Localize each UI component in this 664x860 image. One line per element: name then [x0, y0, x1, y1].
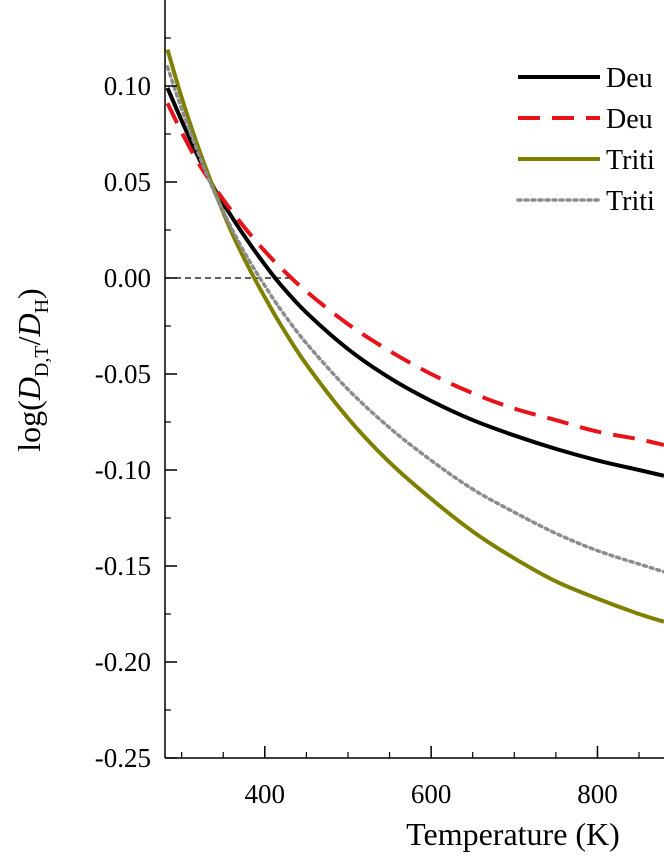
ticks-layer: 0.10 0.05 0.00 -0.05 -0.10 -0.15 -0.20 -0.25 400… — [95, 37, 640, 809]
plot-layer — [165, 48, 664, 624]
y-tick-label: 0.10 — [104, 71, 151, 101]
y-tick-label: -0.15 — [95, 551, 151, 581]
legend-label-3: Triti — [606, 145, 655, 176]
y-label-num-sub: D,T — [31, 345, 53, 377]
y-label-den-main: D — [11, 313, 47, 337]
x-tick-label: 400 — [245, 779, 286, 809]
x-axis-label: Temperature (K) — [406, 816, 620, 852]
x-tick-label: 600 — [411, 779, 452, 809]
x-tick-label: 800 — [577, 779, 618, 809]
series-line-1 — [165, 87, 664, 478]
y-label-suffix: ) — [11, 288, 47, 299]
legend-label-2: Deu — [606, 104, 653, 135]
axes-layer — [164, 0, 664, 759]
series-group — [165, 48, 664, 624]
legend: Deu Deu Triti Triti — [516, 63, 655, 217]
legend-label-4: Triti — [606, 186, 655, 217]
legend-label-1: Deu — [606, 63, 653, 94]
y-tick-label: 0.05 — [104, 167, 151, 197]
y-tick-label: -0.20 — [95, 647, 151, 677]
y-tick-label: -0.25 — [95, 743, 151, 773]
series-line-3 — [165, 48, 664, 624]
y-tick-label: -0.10 — [95, 455, 151, 485]
y-tick-label: 0.00 — [104, 263, 151, 293]
y-label-den-sub: H — [31, 299, 53, 313]
y-axis-label: log(DD,T/DH) — [11, 288, 53, 451]
y-label-prefix: log( — [11, 400, 47, 452]
series-line-4 — [165, 65, 664, 574]
y-label-slash: / — [11, 336, 47, 345]
series-line-2 — [165, 102, 664, 447]
y-label-num-main: D — [11, 377, 47, 401]
y-tick-label: -0.05 — [95, 359, 151, 389]
